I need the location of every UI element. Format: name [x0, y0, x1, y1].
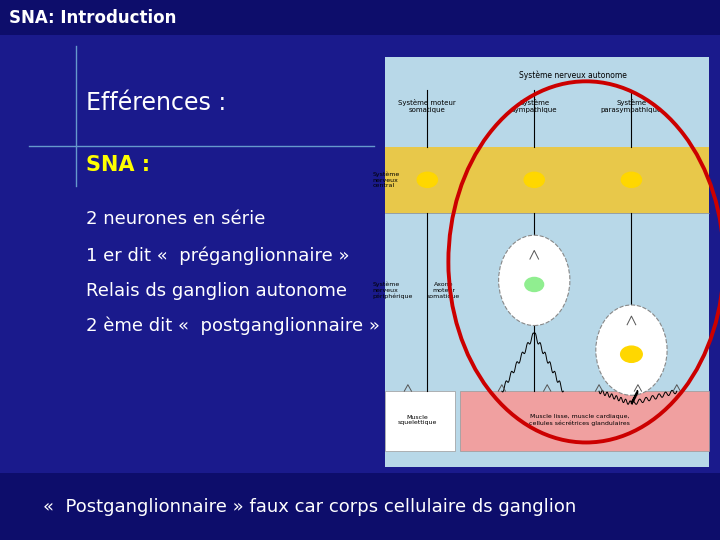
Circle shape — [621, 346, 642, 362]
Circle shape — [524, 172, 544, 187]
Text: Système
nerveux
central: Système nerveux central — [372, 171, 400, 188]
Ellipse shape — [596, 305, 667, 395]
Text: Relais ds ganglion autonome: Relais ds ganglion autonome — [86, 281, 347, 300]
Text: «  Postganglionnaire » faux car corps cellulaire ds ganglion: « Postganglionnaire » faux car corps cel… — [43, 497, 577, 516]
Text: 1 er dit «  préganglionnaire »: 1 er dit « préganglionnaire » — [86, 246, 350, 265]
Text: Système
sympathique: Système sympathique — [511, 99, 557, 113]
Text: Système nerveux autonome: Système nerveux autonome — [519, 70, 627, 80]
Circle shape — [525, 278, 544, 292]
Text: SNA: Introduction: SNA: Introduction — [9, 9, 176, 27]
Circle shape — [621, 172, 642, 187]
Ellipse shape — [498, 235, 570, 326]
Text: 2 ème dit «  postganglionnaire »: 2 ème dit « postganglionnaire » — [86, 316, 380, 335]
Text: Système
nerveux
périphérique: Système nerveux périphérique — [372, 282, 413, 300]
FancyBboxPatch shape — [385, 57, 709, 467]
FancyBboxPatch shape — [385, 147, 709, 213]
FancyBboxPatch shape — [385, 391, 455, 451]
Text: Axone
moteur
somatique: Axone moteur somatique — [427, 282, 460, 299]
Text: Efférences :: Efférences : — [86, 91, 227, 114]
FancyBboxPatch shape — [0, 472, 720, 540]
FancyBboxPatch shape — [460, 391, 709, 451]
Circle shape — [418, 172, 438, 187]
Text: SNA :: SNA : — [86, 154, 150, 175]
FancyBboxPatch shape — [0, 0, 720, 35]
Text: Système moteur
somatique: Système moteur somatique — [398, 99, 456, 113]
Text: Système
parasympathique: Système parasympathique — [600, 99, 662, 113]
Text: 2 neurones en série: 2 neurones en série — [86, 210, 266, 228]
Text: Muscle lisse, muscle cardiaque,
cellules sécrétrices glandulaires: Muscle lisse, muscle cardiaque, cellules… — [529, 414, 630, 426]
Text: Muscle
squelettique: Muscle squelettique — [398, 415, 437, 426]
